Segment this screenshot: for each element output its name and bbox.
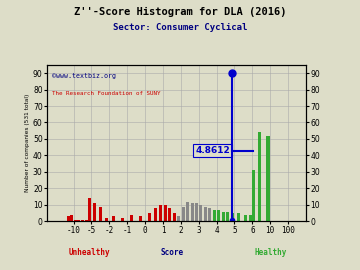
Bar [186, 202, 189, 221]
Bar [67, 217, 70, 221]
Text: Unhealthy: Unhealthy [69, 248, 111, 257]
Bar [168, 208, 171, 221]
Bar [159, 205, 162, 221]
Bar [154, 208, 157, 221]
Bar [112, 217, 115, 221]
Bar [121, 218, 124, 221]
Bar [85, 220, 87, 221]
Text: The Research Foundation of SUNY: The Research Foundation of SUNY [52, 92, 161, 96]
Bar [177, 217, 180, 221]
Bar [88, 198, 91, 221]
Y-axis label: Number of companies (531 total): Number of companies (531 total) [25, 94, 30, 192]
Bar [173, 213, 176, 221]
Bar [130, 215, 133, 221]
Text: Score: Score [160, 248, 184, 257]
Bar [204, 207, 207, 221]
Bar [181, 207, 185, 221]
Bar [257, 132, 261, 221]
Bar [190, 203, 194, 221]
Bar [81, 220, 84, 221]
Bar [70, 215, 73, 221]
Bar [226, 211, 229, 221]
Bar [164, 205, 167, 221]
Bar [217, 210, 220, 221]
Bar [139, 217, 142, 221]
Text: Healthy: Healthy [254, 248, 287, 257]
Bar [148, 213, 151, 221]
Bar [77, 220, 81, 221]
Text: ©www.textbiz.org: ©www.textbiz.org [52, 73, 116, 79]
Bar [74, 220, 77, 221]
Bar [195, 203, 198, 221]
Bar [252, 170, 255, 221]
Bar [93, 203, 96, 221]
Bar [199, 205, 202, 221]
Bar [105, 218, 108, 221]
Text: Sector: Consumer Cyclical: Sector: Consumer Cyclical [113, 23, 247, 32]
Bar [231, 213, 234, 221]
Text: Z''-Score Histogram for DLA (2016): Z''-Score Histogram for DLA (2016) [74, 7, 286, 17]
Bar [238, 213, 240, 221]
Bar [249, 215, 252, 221]
Bar [213, 210, 216, 221]
Bar [208, 208, 211, 221]
Bar [222, 211, 225, 221]
Bar [99, 207, 102, 221]
Bar [266, 136, 270, 221]
Bar [244, 215, 247, 221]
Text: 4.8612: 4.8612 [195, 146, 230, 155]
